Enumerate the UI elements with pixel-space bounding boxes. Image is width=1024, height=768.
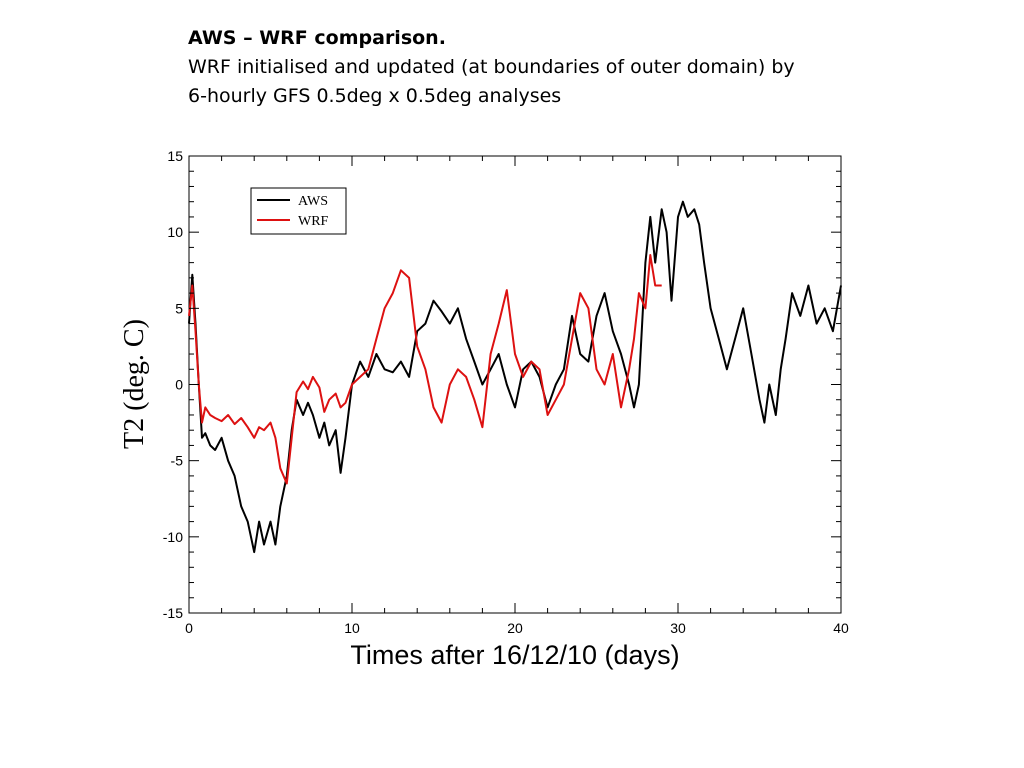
legend-box: [250, 187, 347, 235]
slide-subtitle-line-1: WRF initialised and updated (at boundari…: [188, 56, 795, 78]
x-tick-label: 0: [185, 620, 193, 636]
legend: AWS WRF: [250, 187, 347, 235]
tick-layer: 0 10 20 30 40 15 10 5 0 -5 -10 -15: [163, 148, 849, 636]
series-layer: [188, 200, 842, 554]
y-tick-label: 15: [167, 148, 183, 164]
y-tick-label: -10: [163, 529, 183, 545]
x-tick-label: 30: [670, 620, 686, 636]
slide-subtitle-line-2: 6-hourly GFS 0.5deg x 0.5deg analyses: [188, 85, 562, 107]
y-tick-label: -15: [163, 605, 183, 621]
x-axis-title: Times after 16/12/10 (days): [350, 640, 679, 670]
y-tick-label: 5: [175, 300, 183, 316]
legend-label-aws: AWS: [298, 194, 328, 209]
series-line-aws: [188, 200, 842, 554]
y-tick-label: 10: [167, 224, 183, 240]
y-tick-label: -5: [171, 453, 184, 469]
legend-label-wrf: WRF: [298, 214, 329, 229]
x-tick-label: 40: [833, 620, 849, 636]
x-tick-label: 10: [344, 620, 360, 636]
y-tick-label: 0: [175, 377, 183, 393]
y-axis-title: T2 (deg. C): [119, 319, 150, 449]
slide-title: AWS – WRF comparison.: [188, 27, 446, 49]
series-line-wrf: [188, 254, 662, 485]
slide-header: AWS – WRF comparison. WRF initialised an…: [188, 24, 988, 111]
x-tick-label: 20: [507, 620, 523, 636]
